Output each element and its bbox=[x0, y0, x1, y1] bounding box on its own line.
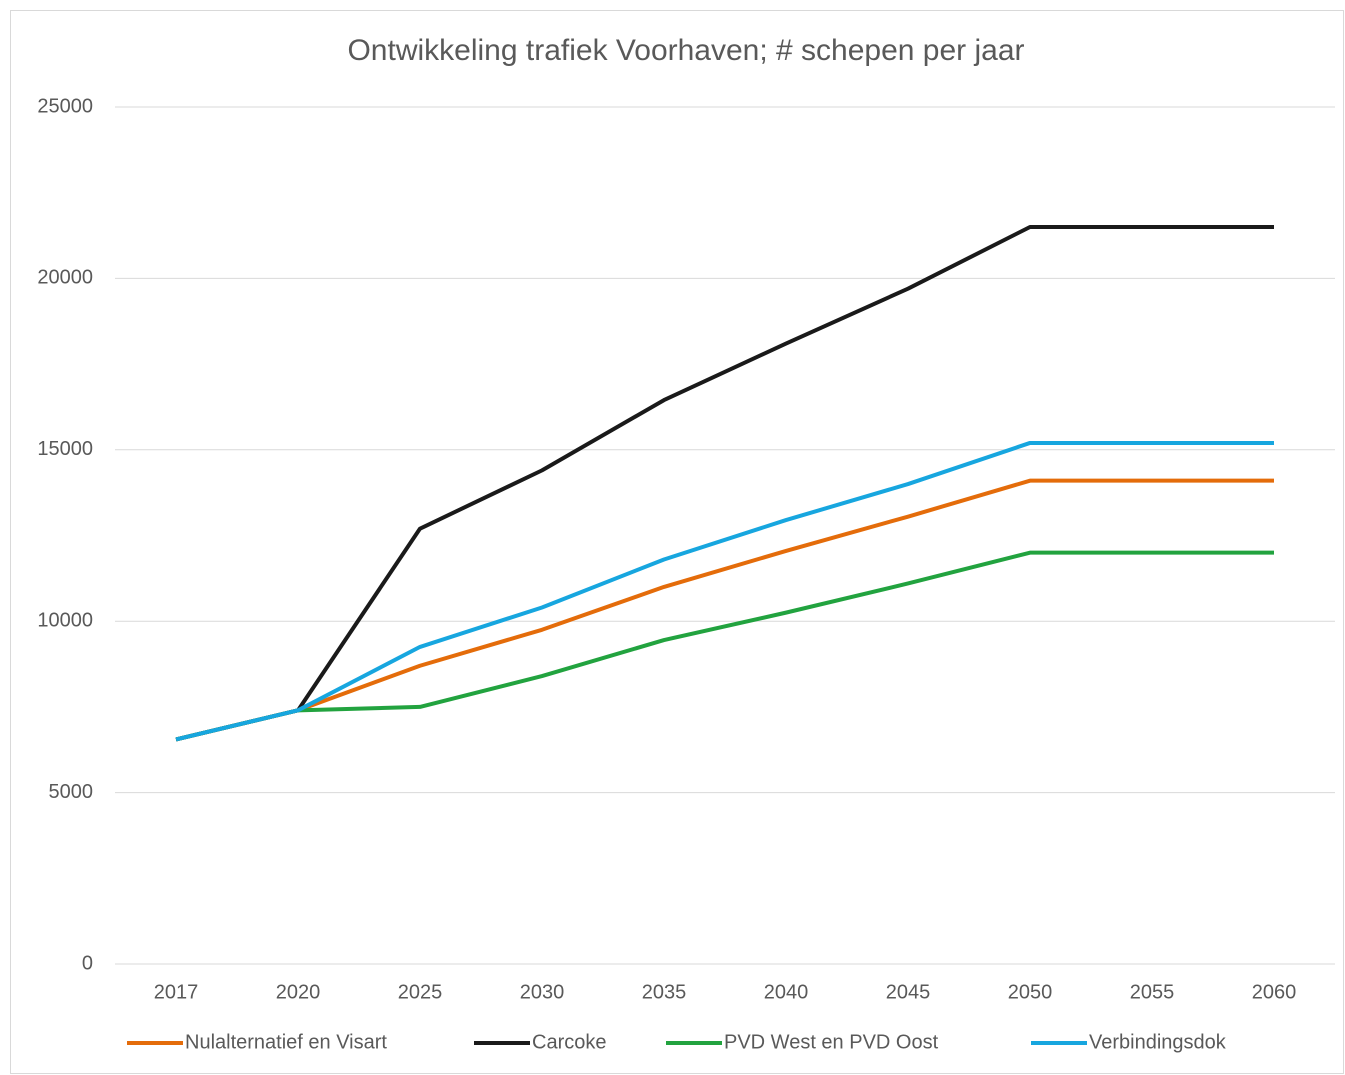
x-tick-label: 2017 bbox=[154, 981, 199, 1003]
x-tick-label: 2040 bbox=[764, 981, 809, 1003]
series-line bbox=[175, 224, 1274, 742]
y-tick-label: 20000 bbox=[37, 267, 93, 289]
legend-label: Nulalternatief en Visart bbox=[185, 1031, 387, 1053]
legend-label: Carcoke bbox=[532, 1031, 606, 1053]
x-tick-label: 2035 bbox=[642, 981, 687, 1003]
x-tick-label: 2055 bbox=[1130, 981, 1175, 1003]
x-tick-label: 2060 bbox=[1252, 981, 1297, 1003]
legend-label: PVD West en PVD Oost bbox=[724, 1031, 939, 1053]
x-tick-label: 2020 bbox=[276, 981, 321, 1003]
legend-label: Verbindingsdok bbox=[1089, 1031, 1227, 1053]
x-tick-label: 2050 bbox=[1008, 981, 1053, 1003]
x-tick-label: 2025 bbox=[398, 981, 443, 1003]
y-tick-label: 15000 bbox=[37, 438, 93, 460]
series-line bbox=[175, 550, 1274, 742]
y-tick-label: 0 bbox=[82, 952, 93, 974]
series-line bbox=[175, 478, 1274, 742]
chart-title: Ontwikkeling trafiek Voorhaven; # schepe… bbox=[347, 34, 1024, 67]
x-tick-label: 2030 bbox=[520, 981, 565, 1003]
series-line bbox=[175, 440, 1274, 742]
x-tick-label: 2045 bbox=[886, 981, 931, 1003]
y-tick-label: 25000 bbox=[37, 95, 93, 117]
y-tick-label: 10000 bbox=[37, 609, 93, 631]
chart-border bbox=[10, 10, 1344, 1074]
y-tick-label: 5000 bbox=[49, 781, 94, 803]
